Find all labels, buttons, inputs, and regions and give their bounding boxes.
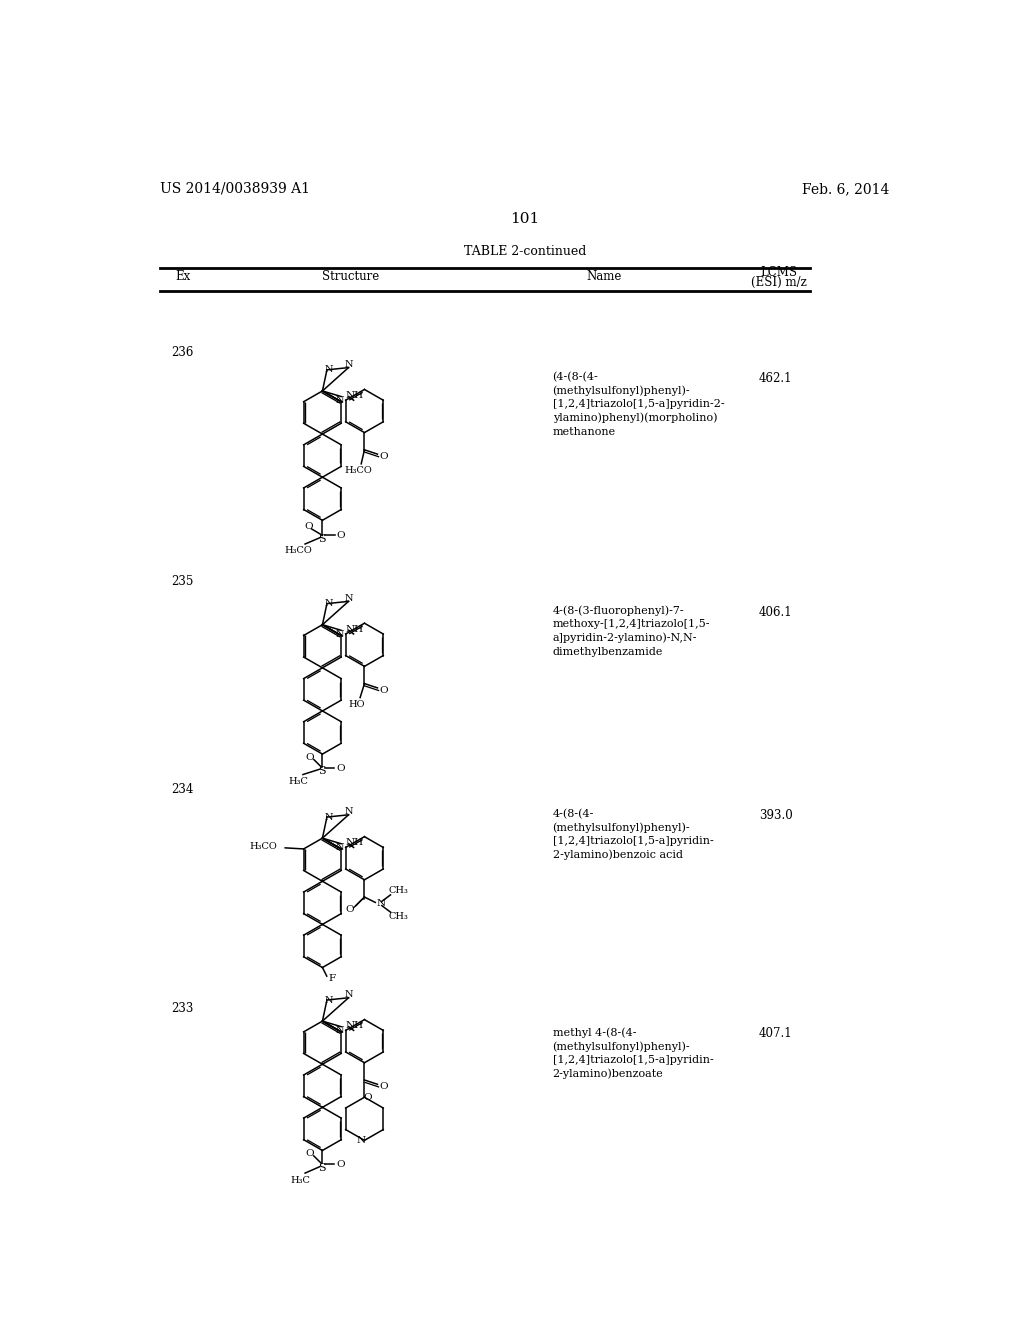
Text: Feb. 6, 2014: Feb. 6, 2014: [803, 182, 890, 195]
Text: N: N: [325, 995, 333, 1005]
Text: 234: 234: [172, 784, 194, 796]
Text: (4-(8-(4-
(methylsulfonyl)phenyl)-
[1,2,4]triazolo[1,5-a]pyridin-2-
ylamino)phen: (4-(8-(4- (methylsulfonyl)phenyl)- [1,2,…: [553, 372, 724, 437]
Text: 462.1: 462.1: [759, 372, 793, 385]
Text: N: N: [325, 599, 333, 609]
Text: N: N: [344, 594, 353, 603]
Text: N: N: [344, 360, 353, 368]
Text: 4-(8-(4-
(methylsulfonyl)phenyl)-
[1,2,4]triazolo[1,5-a]pyridin-
2-ylamino)benzo: 4-(8-(4- (methylsulfonyl)phenyl)- [1,2,4…: [553, 809, 714, 861]
Text: H₃CO: H₃CO: [344, 466, 372, 475]
Text: methyl 4-(8-(4-
(methylsulfonyl)phenyl)-
[1,2,4]triazolo[1,5-a]pyridin-
2-ylamin: methyl 4-(8-(4- (methylsulfonyl)phenyl)-…: [553, 1027, 714, 1080]
Text: O: O: [345, 906, 353, 915]
Text: O: O: [305, 1150, 313, 1158]
Text: H₃C: H₃C: [289, 776, 308, 785]
Text: N: N: [344, 990, 353, 999]
Text: F: F: [329, 974, 336, 983]
Text: O: O: [364, 1093, 372, 1102]
Text: HO: HO: [348, 700, 366, 709]
Text: O: O: [336, 1160, 345, 1170]
Text: H₃CO: H₃CO: [250, 842, 278, 851]
Text: N: N: [376, 899, 385, 908]
Text: 236: 236: [172, 346, 194, 359]
Text: O: O: [380, 685, 388, 694]
Text: NH: NH: [345, 391, 364, 400]
Text: N: N: [344, 807, 353, 816]
Text: NH: NH: [345, 838, 364, 847]
Text: N: N: [336, 396, 344, 405]
Text: Ex: Ex: [176, 269, 190, 282]
Text: N: N: [325, 813, 333, 821]
Text: N: N: [336, 843, 344, 853]
Text: 233: 233: [172, 1002, 194, 1015]
Text: 235: 235: [172, 576, 194, 589]
Text: N: N: [356, 1135, 366, 1144]
Text: Name: Name: [587, 269, 622, 282]
Text: NH: NH: [345, 1022, 364, 1030]
Text: Structure: Structure: [322, 269, 379, 282]
Text: O: O: [304, 523, 312, 531]
Text: US 2014/0038939 A1: US 2014/0038939 A1: [160, 182, 309, 195]
Text: CH₃: CH₃: [388, 912, 408, 921]
Text: O: O: [305, 752, 313, 762]
Text: O: O: [337, 531, 345, 540]
Text: N: N: [336, 630, 344, 639]
Text: H₃CO: H₃CO: [285, 546, 312, 554]
Text: O: O: [380, 1082, 388, 1090]
Text: LCMS: LCMS: [760, 265, 798, 279]
Text: H₃C: H₃C: [291, 1176, 310, 1185]
Text: S: S: [318, 533, 327, 544]
Text: (ESI) m/z: (ESI) m/z: [751, 276, 807, 289]
Text: 101: 101: [510, 213, 540, 227]
Text: O: O: [380, 451, 388, 461]
Text: S: S: [318, 1163, 327, 1172]
Text: 393.0: 393.0: [759, 809, 793, 822]
Text: 4-(8-(3-fluorophenyl)-7-
methoxy-[1,2,4]triazolo[1,5-
a]pyridin-2-ylamino)-N,N-
: 4-(8-(3-fluorophenyl)-7- methoxy-[1,2,4]…: [553, 606, 710, 656]
Text: NH: NH: [345, 624, 364, 634]
Text: O: O: [336, 763, 345, 772]
Text: TABLE 2-continued: TABLE 2-continued: [464, 246, 586, 259]
Text: 407.1: 407.1: [759, 1027, 793, 1040]
Text: N: N: [336, 1027, 344, 1035]
Text: CH₃: CH₃: [388, 886, 408, 895]
Text: N: N: [325, 366, 333, 375]
Text: 406.1: 406.1: [759, 606, 793, 619]
Text: S: S: [318, 767, 327, 776]
